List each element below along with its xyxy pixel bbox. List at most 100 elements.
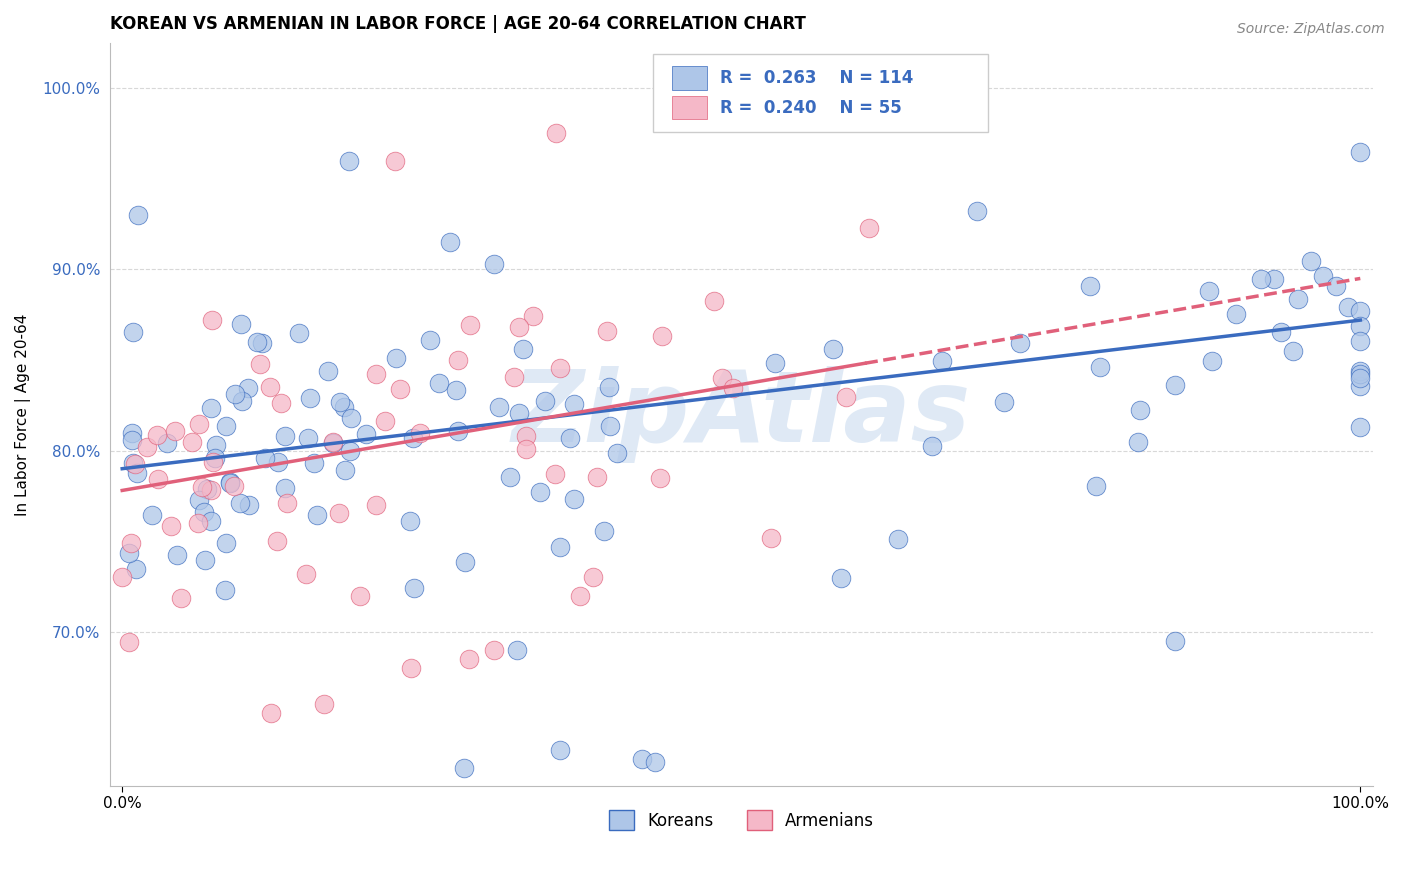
Point bbox=[1201, 353, 1223, 368]
Point bbox=[146, 472, 169, 486]
Point bbox=[439, 235, 461, 250]
Point bbox=[651, 328, 673, 343]
Point bbox=[194, 553, 217, 567]
Point bbox=[170, 591, 193, 605]
Point bbox=[409, 425, 432, 440]
Point bbox=[270, 395, 292, 409]
Point bbox=[121, 325, 143, 339]
Point bbox=[533, 394, 555, 409]
Point bbox=[512, 343, 534, 357]
Point bbox=[295, 567, 318, 582]
Point bbox=[340, 411, 363, 425]
Point bbox=[887, 532, 910, 546]
Point bbox=[1090, 359, 1112, 374]
Point bbox=[238, 498, 260, 512]
Point bbox=[631, 751, 654, 765]
Point bbox=[118, 634, 141, 648]
Point bbox=[160, 519, 183, 533]
Point bbox=[1250, 272, 1272, 286]
Point bbox=[1085, 479, 1108, 493]
Point bbox=[120, 536, 142, 550]
Point bbox=[156, 436, 179, 450]
Point bbox=[454, 555, 477, 569]
Point bbox=[322, 435, 344, 450]
Point bbox=[1348, 334, 1371, 348]
Point bbox=[328, 506, 350, 520]
Point bbox=[204, 451, 226, 466]
Point bbox=[273, 481, 295, 495]
Text: R =  0.240    N = 55: R = 0.240 N = 55 bbox=[720, 98, 901, 117]
Point bbox=[118, 546, 141, 560]
Point bbox=[219, 476, 242, 491]
Point bbox=[214, 583, 236, 598]
Point bbox=[529, 485, 551, 500]
Point bbox=[166, 548, 188, 562]
Point bbox=[1337, 300, 1360, 314]
Point bbox=[249, 357, 271, 371]
Point bbox=[515, 442, 537, 456]
Point bbox=[214, 418, 236, 433]
Point bbox=[1263, 272, 1285, 286]
Text: Source: ZipAtlas.com: Source: ZipAtlas.com bbox=[1237, 22, 1385, 37]
Point bbox=[506, 643, 529, 657]
Point bbox=[482, 643, 505, 657]
Point bbox=[931, 354, 953, 368]
Point bbox=[596, 324, 619, 338]
Point bbox=[404, 581, 426, 595]
Point bbox=[1324, 278, 1347, 293]
Point bbox=[312, 698, 335, 712]
Point bbox=[598, 380, 620, 394]
Point bbox=[389, 382, 412, 396]
Point bbox=[1270, 325, 1292, 339]
Point bbox=[305, 508, 328, 522]
Point bbox=[585, 470, 607, 484]
Point bbox=[195, 483, 218, 497]
Point bbox=[337, 153, 360, 168]
Point bbox=[187, 516, 209, 530]
Point bbox=[374, 414, 396, 428]
Point bbox=[121, 425, 143, 440]
Point bbox=[550, 360, 572, 375]
Point bbox=[544, 127, 567, 141]
Point bbox=[1225, 307, 1247, 321]
Point bbox=[236, 381, 259, 395]
Point bbox=[253, 450, 276, 465]
Point bbox=[333, 462, 356, 476]
Point bbox=[562, 397, 585, 411]
Point bbox=[200, 483, 222, 497]
Point bbox=[136, 441, 159, 455]
Point bbox=[921, 439, 943, 453]
Point bbox=[835, 390, 858, 404]
Point bbox=[246, 334, 269, 349]
Point bbox=[1281, 344, 1303, 359]
Point bbox=[229, 317, 252, 331]
Point bbox=[644, 756, 666, 770]
Text: ZipAtlas: ZipAtlas bbox=[512, 366, 972, 463]
Point bbox=[141, 508, 163, 523]
Point bbox=[266, 534, 288, 549]
Point bbox=[569, 589, 592, 603]
Point bbox=[458, 318, 481, 333]
Point bbox=[503, 370, 526, 384]
Point bbox=[124, 458, 146, 472]
Point bbox=[548, 541, 571, 555]
Point bbox=[429, 376, 451, 391]
Point bbox=[484, 257, 506, 271]
Point bbox=[200, 401, 222, 416]
Point bbox=[333, 400, 356, 414]
Point bbox=[322, 435, 344, 450]
Point bbox=[125, 466, 148, 480]
Point bbox=[231, 393, 253, 408]
Point bbox=[125, 562, 148, 576]
Point bbox=[606, 445, 628, 459]
Point bbox=[385, 351, 408, 365]
Point bbox=[1348, 379, 1371, 393]
Point bbox=[215, 536, 238, 550]
Point bbox=[1348, 318, 1371, 333]
Point bbox=[259, 380, 281, 394]
Point bbox=[1348, 145, 1371, 159]
FancyBboxPatch shape bbox=[672, 66, 707, 90]
Point bbox=[444, 383, 467, 397]
Point bbox=[364, 498, 387, 512]
Point bbox=[329, 394, 352, 409]
